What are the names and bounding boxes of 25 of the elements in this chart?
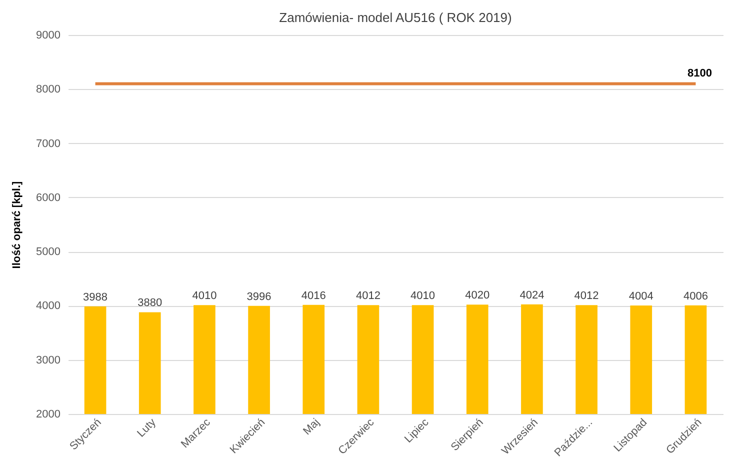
data-label: 4010 — [410, 290, 436, 302]
y-tick-label: 6000 — [36, 192, 60, 204]
data-label: 8100 — [687, 68, 712, 80]
y-tick-label: 5000 — [36, 246, 60, 258]
data-label: 4012 — [356, 290, 380, 302]
chart-title: Zamówienia- model AU516 ( ROK 2019) — [279, 10, 512, 25]
data-label: 3996 — [246, 290, 272, 303]
data-label: 4024 — [520, 289, 544, 302]
y-tick-label: 3000 — [36, 354, 60, 366]
y-tick-label: 7000 — [36, 138, 60, 150]
data-label: 4010 — [192, 290, 217, 302]
y-tick-label: 2000 — [36, 408, 60, 420]
y-tick-label: 9000 — [36, 30, 60, 42]
y-tick-label: 8000 — [36, 84, 60, 96]
data-label: 4020 — [465, 290, 490, 302]
y-tick-label: 4000 — [36, 300, 60, 312]
x-tick-label: Maj — [301, 416, 322, 438]
data-label: 3880 — [138, 297, 162, 310]
data-label: 4016 — [301, 290, 326, 302]
data-label: 3988 — [83, 291, 108, 304]
y-axis-title: Ilość oparć [kpl.] — [11, 180, 24, 269]
data-label: 4006 — [683, 290, 708, 302]
x-tick-label: Luty — [135, 416, 159, 440]
data-label: 4004 — [628, 290, 654, 302]
data-label: 4012 — [574, 290, 599, 302]
